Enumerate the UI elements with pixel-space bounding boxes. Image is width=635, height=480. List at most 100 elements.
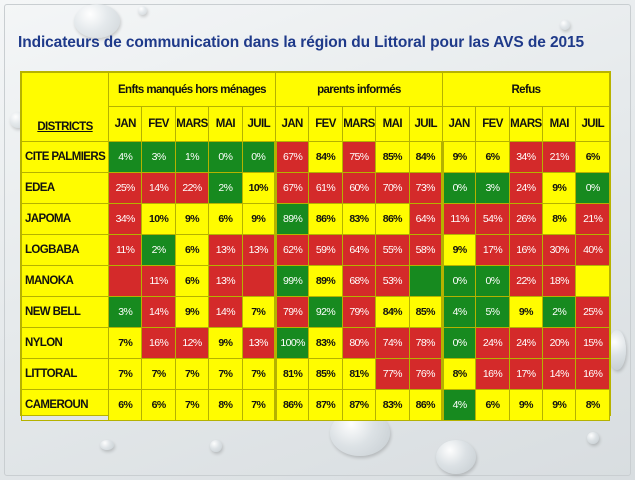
indicator-cell: 34%	[107, 203, 143, 235]
indicator-cell: 14%	[208, 296, 243, 328]
table-row: NYLON 7% 16% 12% 9% 13% 100% 83% 80% 74% 78% 0% 24% 2…	[21, 327, 610, 359]
indicator-cell: 6%	[174, 234, 210, 266]
group-header-refus: Refus	[441, 72, 611, 107]
indicator-cell: 86%	[273, 389, 310, 421]
indicator-cell: 9%	[241, 203, 276, 235]
month-header: MAI	[375, 106, 410, 142]
district-name: NEW BELL	[21, 296, 109, 328]
table-row: MANOKA 11% 6% 13% 99% 89% 68% 53% 0% 0% 22% 18%	[21, 265, 610, 297]
month-header: JUIL	[408, 106, 443, 142]
indicator-cell: 87%	[308, 389, 343, 421]
indicator-cell: 15%	[575, 327, 610, 359]
district-name: NYLON	[21, 327, 109, 359]
indicator-cell: 4%	[440, 296, 477, 328]
indicator-cell: 25%	[107, 172, 143, 204]
indicator-cell	[408, 265, 443, 297]
indicator-cell: 59%	[308, 234, 343, 266]
indicator-cell: 55%	[375, 234, 410, 266]
indicator-cell: 12%	[174, 327, 210, 359]
indicator-cell: 81%	[341, 358, 377, 390]
indicator-cell: 86%	[408, 389, 443, 421]
indicator-cell: 24%	[508, 172, 544, 204]
indicator-cell: 9%	[174, 203, 210, 235]
indicator-cell: 53%	[375, 265, 410, 297]
indicator-cell: 2%	[542, 296, 577, 328]
indicator-cell: 83%	[308, 327, 343, 359]
indicator-cell: 9%	[508, 296, 544, 328]
month-header: FEV	[141, 106, 176, 142]
indicator-cell: 9%	[542, 172, 577, 204]
water-drop-decoration	[100, 440, 114, 450]
indicator-cell: 67%	[273, 141, 310, 173]
district-name: JAPOMA	[21, 203, 109, 235]
district-name: LITTORAL	[21, 358, 109, 390]
table-row: CAMEROUN 6% 6% 7% 8% 7% 86% 87% 87% 83% 86% 4% 6% 9% 9…	[21, 389, 610, 421]
indicator-cell: 68%	[341, 265, 377, 297]
group-header-enfts-manques: Enfts manqués hors ménages	[108, 72, 276, 107]
indicator-cell: 77%	[375, 358, 410, 390]
indicator-cell: 18%	[542, 265, 577, 297]
indicator-cell: 9%	[208, 327, 243, 359]
indicator-cell: 67%	[273, 172, 310, 204]
indicator-cell: 4%	[440, 389, 477, 421]
indicator-cell: 6%	[208, 203, 243, 235]
indicator-cell: 7%	[141, 358, 176, 390]
district-name: MANOKA	[21, 265, 109, 297]
indicator-cell: 17%	[508, 358, 544, 390]
indicator-cell: 80%	[341, 327, 377, 359]
indicator-cell: 16%	[141, 327, 176, 359]
indicator-cell: 7%	[107, 358, 143, 390]
indicator-cell: 11%	[107, 234, 143, 266]
indicator-cell: 0%	[208, 141, 243, 173]
district-name: LOGBABA	[21, 234, 109, 266]
indicator-cell: 34%	[508, 141, 544, 173]
indicator-cell: 7%	[241, 358, 276, 390]
table-row: EDEA 25% 14% 22% 2% 10% 67% 61% 60% 70% 73% 0% 3% 24%…	[21, 172, 610, 204]
indicator-cell: 0%	[440, 172, 477, 204]
indicator-cell: 40%	[575, 234, 610, 266]
indicator-cell: 73%	[408, 172, 443, 204]
indicator-cell: 83%	[341, 203, 377, 235]
indicator-cell: 8%	[440, 358, 477, 390]
indicator-cell: 26%	[508, 203, 544, 235]
indicator-cell: 79%	[273, 296, 310, 328]
indicator-cell: 0%	[575, 172, 610, 204]
table-row: LOGBABA 11% 2% 6% 13% 13% 62% 59% 64% 55% 58% 9% 17%…	[21, 234, 610, 266]
indicator-cell: 16%	[508, 234, 544, 266]
district-name: CITE PALMIERS	[21, 141, 109, 173]
indicator-cell: 7%	[107, 327, 143, 359]
indicator-cell: 87%	[341, 389, 377, 421]
indicator-cell: 2%	[141, 234, 176, 266]
districts-column-header: DISTRICTS	[21, 72, 109, 142]
indicator-cell: 61%	[308, 172, 343, 204]
indicator-cell: 84%	[308, 141, 343, 173]
indicator-cell: 99%	[273, 265, 310, 297]
indicator-cell: 11%	[141, 265, 176, 297]
table-row: LITTORAL 7% 7% 7% 7% 7% 81% 85% 81% 77% 76% 8% 16% 17…	[21, 358, 610, 390]
month-header: JAN	[441, 106, 477, 142]
indicators-table-wrapper: DISTRICTS Enfts manqués hors ménages par…	[20, 71, 611, 421]
month-header: MAI	[542, 106, 577, 142]
indicator-cell: 6%	[141, 389, 176, 421]
indicator-cell: 5%	[475, 296, 510, 328]
indicator-cell: 7%	[174, 358, 210, 390]
indicator-cell: 8%	[542, 203, 577, 235]
indicator-cell: 83%	[375, 389, 410, 421]
indicator-cell: 20%	[542, 327, 577, 359]
indicator-cell: 30%	[542, 234, 577, 266]
indicator-cell: 4%	[107, 141, 143, 173]
indicator-cell: 21%	[575, 203, 610, 235]
page-title: Indicateurs de communication dans la rég…	[18, 34, 585, 51]
indicator-cell: 25%	[575, 296, 610, 328]
indicator-cell: 13%	[241, 327, 276, 359]
indicator-cell: 6%	[475, 389, 510, 421]
indicator-cell: 85%	[308, 358, 343, 390]
indicator-cell: 74%	[375, 327, 410, 359]
district-name: CAMEROUN	[21, 389, 109, 421]
indicator-cell: 6%	[107, 389, 143, 421]
water-drop-decoration	[587, 432, 599, 444]
month-header: MAI	[208, 106, 243, 142]
month-header: FEV	[308, 106, 343, 142]
indicator-cell: 7%	[208, 358, 243, 390]
indicator-cell: 85%	[408, 296, 443, 328]
